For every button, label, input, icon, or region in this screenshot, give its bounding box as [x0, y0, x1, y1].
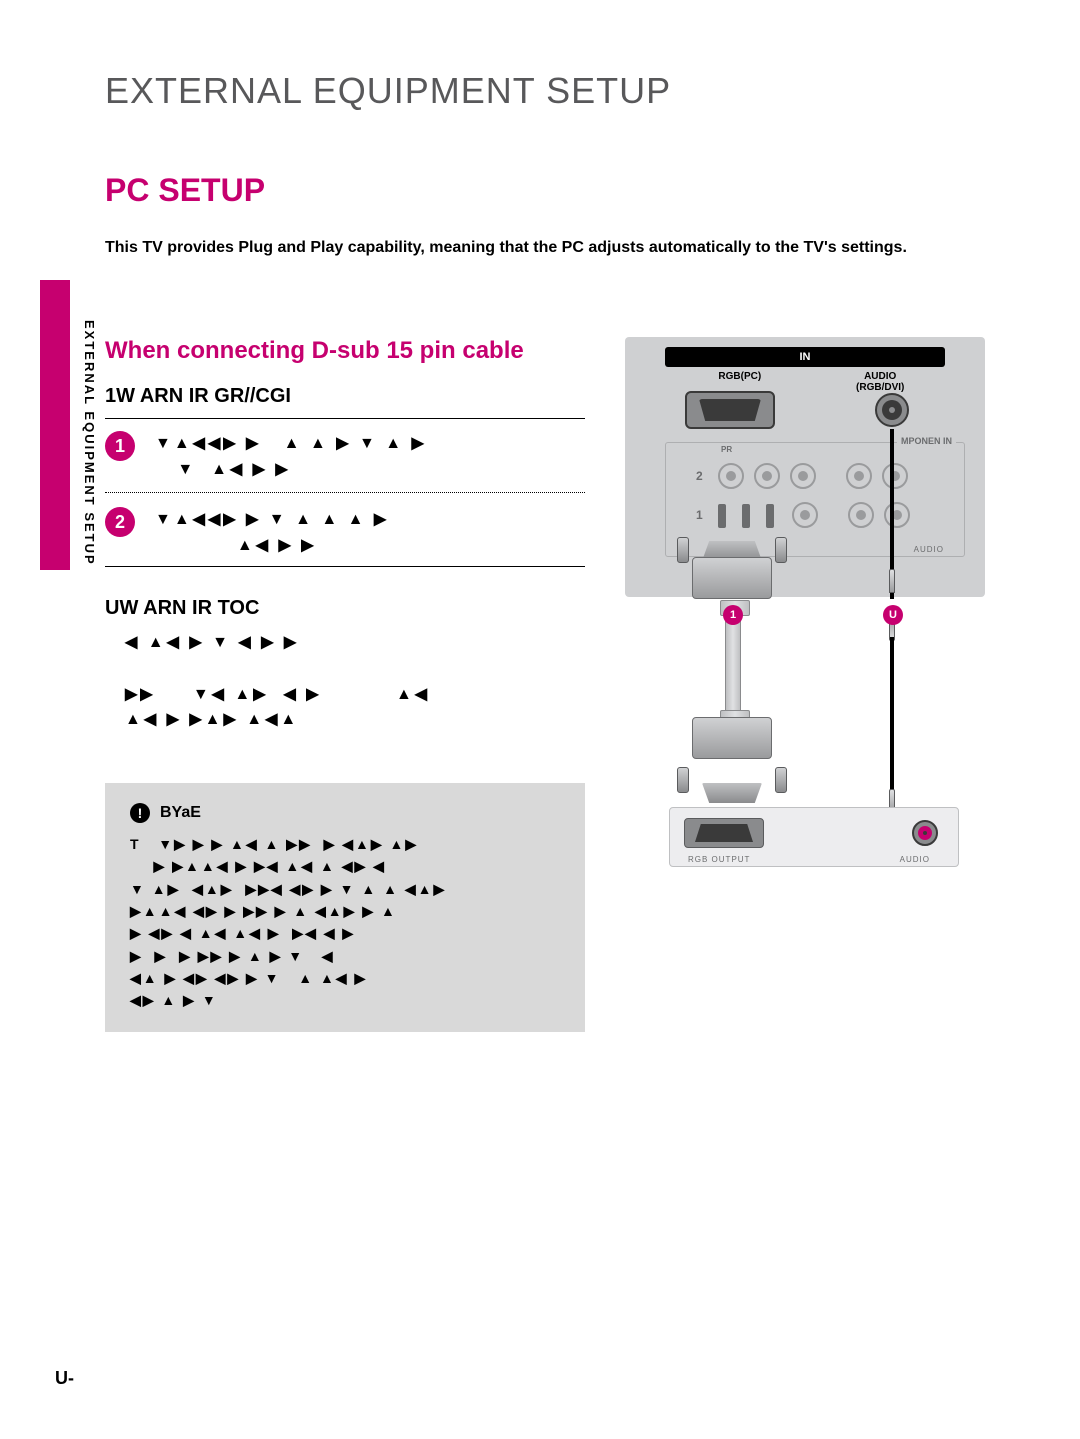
- pc-audio-label: AUDIO: [900, 855, 930, 864]
- step-badge-1: 1: [105, 431, 135, 461]
- side-accent-bar: [40, 280, 70, 570]
- row-2-label: 2: [696, 469, 708, 483]
- pr-label: PR: [721, 445, 732, 454]
- pc-vga-port-icon: [684, 818, 764, 848]
- rca-icon: [846, 463, 872, 489]
- vga-connector-icon: [677, 537, 787, 607]
- audio-rgbdvi-label: AUDIO (RGB/DVI): [815, 371, 945, 393]
- step-row: 2 ▼▲◀◀▶ ▶ ▼ ▲ ▲ ▲ ▶ ▲◀ ▶ ▶: [105, 507, 585, 558]
- step-2-text: ▼▲◀◀▶ ▶ ▼ ▲ ▲ ▲ ▶ ▲◀ ▶ ▶: [155, 507, 389, 558]
- diagram-badge-2: U: [883, 605, 903, 625]
- how-to-connect-heading: 1W ARN IR GR//CGI: [105, 385, 585, 408]
- diagram-badge-1: 1: [723, 605, 743, 625]
- pc-audio-jack-icon: [912, 820, 938, 846]
- rca-icon: [882, 463, 908, 489]
- note-body: T ▼▶ ▶ ▶ ▲◀ ▲ ▶▶ ▶ ◀▲▶ ▲▶ ▶ ▶▲▲◀ ▶ ▶◀ ▲◀…: [130, 833, 560, 1012]
- pc-back-panel: RGB OUTPUT AUDIO: [669, 807, 959, 867]
- dsub-heading: When connecting D-sub 15 pin cable: [105, 337, 585, 365]
- rca-plug-icon: [718, 504, 726, 528]
- rca-icon: [790, 463, 816, 489]
- how-to-use-text: ◀ ▲◀ ▶ ▼ ◀ ▶ ▶ ▶▶ ▼◀ ▲▶ ◀ ▶ ▲◀ ▲◀ ▶ ▶▲▶ …: [125, 630, 585, 732]
- dotted-divider: [105, 492, 585, 493]
- connection-diagram: IN RGB(PC) AUDIO (RGB/DVI) MPONEN IN PR: [625, 337, 985, 877]
- note-box: ! BYaE T ▼▶ ▶ ▶ ▲◀ ▲ ▶▶ ▶ ◀▲▶ ▲▶ ▶ ▶▲▲◀ …: [105, 783, 585, 1032]
- vga-connector-icon: [677, 717, 787, 787]
- rgb-pc-label: RGB(PC): [675, 371, 805, 393]
- note-title: BYaE: [160, 804, 201, 822]
- side-section-label: EXTERNAL EQUIPMENT SETUP: [82, 320, 97, 566]
- rca-plug-icon: [742, 504, 750, 528]
- divider: [105, 566, 585, 567]
- note-icon: !: [130, 803, 150, 823]
- rca-icon: [884, 502, 910, 528]
- intro-text: This TV provides Plug and Play capabilit…: [105, 239, 1000, 257]
- step-row: 1 ▼▲◀◀▶ ▶ ▲ ▲ ▶ ▼ ▲ ▶ ▼ ▲◀ ▶ ▶: [105, 431, 585, 482]
- vga-port-icon: [685, 391, 775, 429]
- divider: [105, 418, 585, 419]
- audio-sublabel: AUDIO: [914, 545, 944, 554]
- step-badge-2: 2: [105, 507, 135, 537]
- audio-plug-tip-icon: [889, 569, 895, 593]
- component-in-label: MPONEN IN: [897, 436, 956, 446]
- rca-icon: [848, 502, 874, 528]
- row-1-label: 1: [696, 508, 708, 522]
- chapter-title: PC SETUP: [105, 172, 1000, 209]
- how-to-use-heading: UW ARN IR TOC: [105, 597, 585, 620]
- rca-plug-icon: [766, 504, 774, 528]
- rca-icon: [792, 502, 818, 528]
- page-number: U-: [55, 1368, 74, 1389]
- section-title: EXTERNAL EQUIPMENT SETUP: [105, 70, 1000, 112]
- pc-rgb-output-label: RGB OUTPUT: [688, 855, 750, 864]
- in-label: IN: [665, 347, 945, 367]
- rca-icon: [754, 463, 780, 489]
- rca-icon: [718, 463, 744, 489]
- audio-jack-icon: [875, 393, 909, 427]
- step-1-text: ▼▲◀◀▶ ▶ ▲ ▲ ▶ ▼ ▲ ▶ ▼ ▲◀ ▶ ▶: [155, 431, 427, 482]
